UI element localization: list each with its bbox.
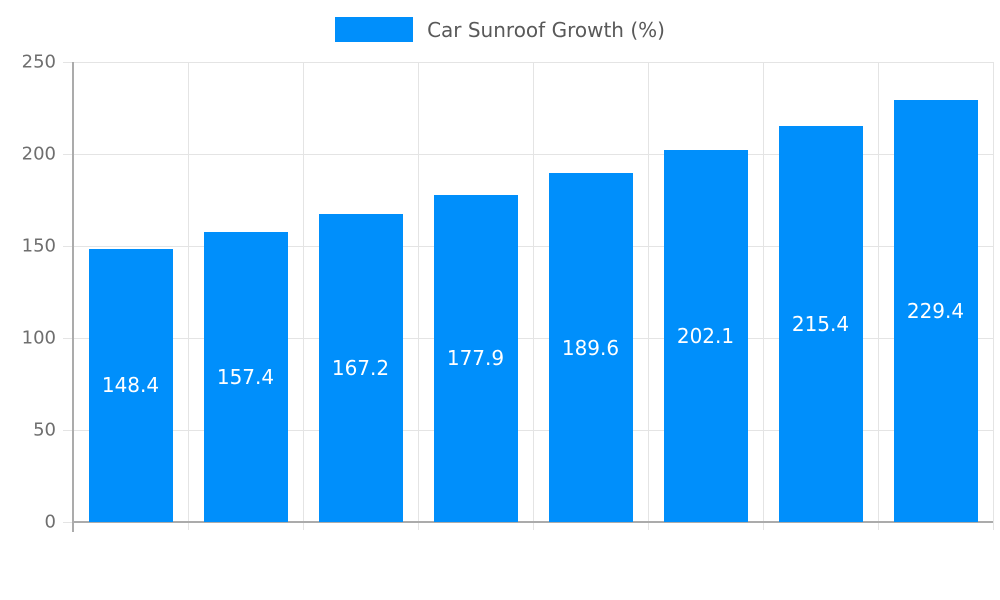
bar[interactable] xyxy=(778,125,863,522)
bar-value-label: 229.4 xyxy=(906,298,965,323)
x-gridline xyxy=(878,62,879,530)
x-gridline xyxy=(533,62,534,530)
bar[interactable] xyxy=(318,214,403,522)
y-axis-tick-label: 200 xyxy=(21,143,56,165)
y-gridline xyxy=(63,338,993,339)
y-axis-line xyxy=(72,62,74,532)
bar-value-label: 148.4 xyxy=(101,373,160,398)
legend-item-car-sunroof-growth[interactable]: Car Sunroof Growth (%) xyxy=(335,17,665,42)
y-axis-tick-label: 150 xyxy=(21,235,56,257)
x-gridline xyxy=(418,62,419,530)
bar[interactable] xyxy=(88,248,173,522)
legend-label: Car Sunroof Growth (%) xyxy=(427,17,665,42)
bar[interactable] xyxy=(893,99,978,522)
bar[interactable] xyxy=(548,173,633,522)
y-gridline xyxy=(63,430,993,431)
bar[interactable] xyxy=(663,150,748,522)
x-gridline xyxy=(993,62,994,530)
x-gridline xyxy=(188,62,189,530)
y-axis-tick-label: 0 xyxy=(44,511,56,533)
bar-value-label: 157.4 xyxy=(216,365,275,390)
bar-value-label: 167.2 xyxy=(331,356,390,381)
legend-swatch xyxy=(335,17,414,42)
bar[interactable] xyxy=(203,232,288,522)
y-gridline xyxy=(63,154,993,155)
bar-value-label: 177.9 xyxy=(446,346,505,371)
x-gridline xyxy=(303,62,304,530)
x-axis-line xyxy=(73,521,993,523)
y-gridline xyxy=(63,62,993,63)
bar[interactable] xyxy=(433,194,518,522)
y-axis-tick-label: 100 xyxy=(21,327,56,349)
bar-value-label: 202.1 xyxy=(676,324,735,349)
y-axis-tick-label: 250 xyxy=(21,51,56,73)
x-gridline xyxy=(648,62,649,530)
x-gridline xyxy=(763,62,764,530)
bar-value-label: 189.6 xyxy=(561,335,620,360)
y-axis-tick-label: 50 xyxy=(33,419,56,441)
bar-value-label: 215.4 xyxy=(791,311,850,336)
legend: Car Sunroof Growth (%) xyxy=(0,17,1000,42)
y-gridline xyxy=(63,246,993,247)
